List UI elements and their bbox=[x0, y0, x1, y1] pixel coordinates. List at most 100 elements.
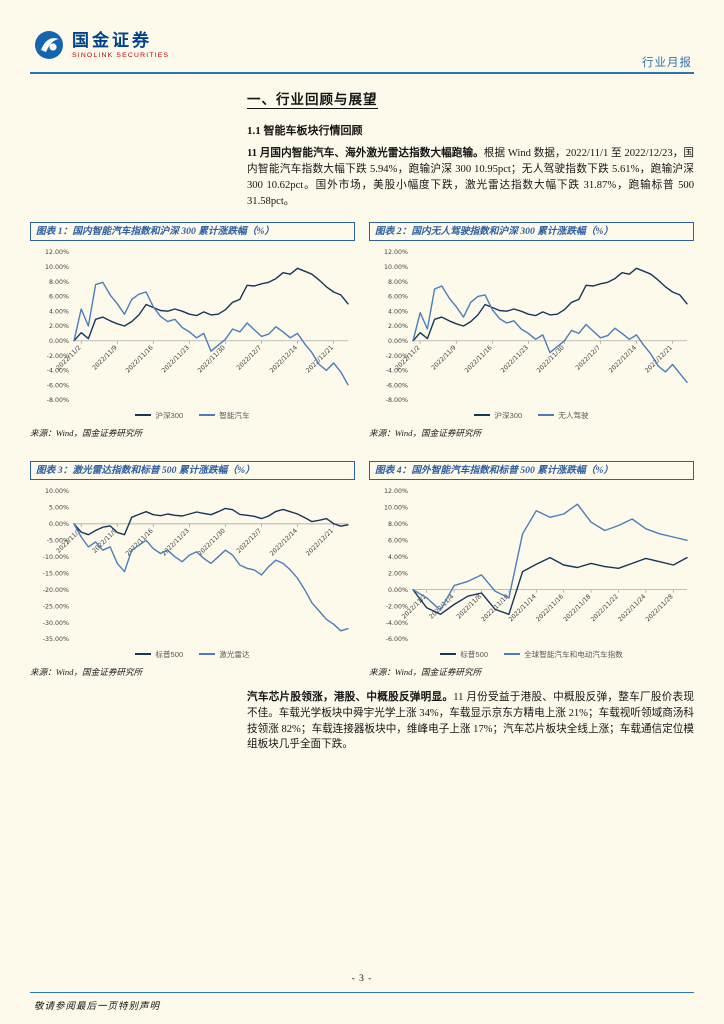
svg-text:4.00%: 4.00% bbox=[388, 554, 408, 561]
legend-swatch bbox=[135, 653, 152, 656]
chart-1-canvas-wrap: 12.00% 10.00% 8.00% 6.00% 4.00% 2.00% 0.00% -2.… bbox=[30, 244, 355, 412]
svg-text:-10.00%: -10.00% bbox=[43, 554, 69, 561]
svg-text:2022/12/14: 2022/12/14 bbox=[269, 527, 299, 557]
svg-text:2.00%: 2.00% bbox=[388, 323, 408, 330]
svg-text:2022/12/14: 2022/12/14 bbox=[269, 344, 299, 374]
svg-text:2.00%: 2.00% bbox=[388, 570, 408, 577]
svg-text:-35.00%: -35.00% bbox=[43, 636, 69, 643]
legend-label: 沪深300 bbox=[494, 410, 523, 420]
legend-label: 沪深300 bbox=[155, 410, 184, 420]
chart-canvas-3: 10.00% 5.00% 0.00% -5.00% -10.00% -15.00% -20.… bbox=[43, 488, 349, 643]
chart-1-legend: 沪深300 智能汽车 bbox=[30, 410, 355, 421]
chart-block-3: 图表 3：激光雷达指数和标普 500 累计涨跌幅（%） 10.00% 5.00% 0… bbox=[30, 460, 355, 678]
chart-3-title: 图表 3：激光雷达指数和标普 500 累计涨跌幅（%） bbox=[30, 460, 355, 480]
legend-label: 无人驾驶 bbox=[558, 410, 589, 420]
chart-block-1: 图表 1：国内智能汽车指数和沪深 300 累计涨跌幅（%） 12.00% 10.0… bbox=[30, 221, 355, 439]
header-divider bbox=[30, 72, 694, 74]
svg-text:2022/12/21: 2022/12/21 bbox=[644, 344, 674, 374]
svg-text:2022/11/30: 2022/11/30 bbox=[197, 344, 227, 374]
svg-text:2022/11/23: 2022/11/23 bbox=[161, 527, 191, 557]
section-title-text: 一、行业回顾与展望 bbox=[247, 92, 378, 109]
legend-item: 标普500 bbox=[440, 649, 488, 660]
svg-text:-8.00%: -8.00% bbox=[386, 397, 408, 404]
svg-text:6.00%: 6.00% bbox=[388, 293, 408, 300]
header: 国金证券 SINOLINK SECURITIES 行业月报 bbox=[34, 30, 694, 74]
chart-3-canvas-wrap: 10.00% 5.00% 0.00% -5.00% -10.00% -15.00% -20.… bbox=[30, 483, 355, 651]
logo-text: 国金证券 SINOLINK SECURITIES bbox=[72, 32, 169, 59]
svg-text:2022/12/7: 2022/12/7 bbox=[236, 344, 263, 371]
chart-canvas-2: 12.00% 10.00% 8.00% 6.00% 4.00% 2.00% 0.00% -2.… bbox=[384, 249, 688, 404]
chart-1-title: 图表 1：国内智能汽车指数和沪深 300 累计涨跌幅（%） bbox=[30, 221, 355, 241]
svg-text:-8.00%: -8.00% bbox=[47, 397, 69, 404]
chart-4-canvas-wrap: 12.00% 10.00% 8.00% 6.00% 4.00% 2.00% 0.00% -2.… bbox=[369, 483, 694, 651]
svg-text:2022/11/18: 2022/11/18 bbox=[562, 593, 592, 623]
svg-text:12.00%: 12.00% bbox=[384, 249, 408, 256]
svg-text:8.00%: 8.00% bbox=[388, 521, 408, 528]
paragraph-1-lead: 11 月国内智能汽车、海外激光雷达指数大幅跑输。 bbox=[247, 148, 484, 159]
svg-text:-5.00%: -5.00% bbox=[47, 537, 69, 544]
svg-text:0.00%: 0.00% bbox=[388, 587, 408, 594]
svg-text:2022/11/9: 2022/11/9 bbox=[91, 344, 118, 371]
svg-text:-4.00%: -4.00% bbox=[386, 620, 408, 627]
svg-text:2022/11/8: 2022/11/8 bbox=[456, 593, 483, 620]
svg-text:-2.00%: -2.00% bbox=[386, 603, 408, 610]
legend-item: 无人驾驶 bbox=[538, 410, 589, 421]
svg-text:6.00%: 6.00% bbox=[388, 537, 408, 544]
legend-swatch bbox=[538, 414, 555, 417]
paragraph-1: 11 月国内智能汽车、海外激光雷达指数大幅跑输。根据 Wind 数据，2022/… bbox=[247, 146, 694, 210]
chart-2-source: 来源：Wind，国金证券研究所 bbox=[369, 427, 482, 438]
svg-text:2022/11/23: 2022/11/23 bbox=[161, 344, 191, 374]
svg-text:2022/11/16: 2022/11/16 bbox=[125, 527, 155, 557]
section-title: 一、行业回顾与展望 bbox=[247, 88, 694, 109]
legend-item: 标普500 bbox=[135, 649, 183, 660]
svg-text:2022/11/22: 2022/11/22 bbox=[590, 593, 620, 623]
svg-text:2.00%: 2.00% bbox=[49, 323, 69, 330]
legend-swatch bbox=[199, 414, 216, 417]
svg-text:-2.00%: -2.00% bbox=[386, 352, 408, 359]
svg-text:-20.00%: -20.00% bbox=[43, 587, 69, 594]
svg-text:2022/11/16: 2022/11/16 bbox=[464, 344, 494, 374]
svg-text:0.00%: 0.00% bbox=[388, 338, 408, 345]
svg-text:2022/11/9: 2022/11/9 bbox=[430, 344, 457, 371]
paragraph-2-body: 11 月份受益于港股、中概股反弹，整车厂股价表现不佳。车载光学板块中舜宇光学上涨… bbox=[247, 691, 694, 751]
logo-cn-label: 国金证券 bbox=[72, 30, 152, 50]
legend-label: 全球智能汽车和电动汽车指数 bbox=[524, 649, 623, 659]
svg-text:-4.00%: -4.00% bbox=[386, 367, 408, 374]
paragraph-1-body: 根据 Wind 数据，2022/11/1 至 2022/12/23，国内智能汽车… bbox=[247, 148, 694, 207]
footer-disclaimer: 敬请参阅最后一页特别声明 bbox=[34, 1002, 161, 1012]
chart-block-2: 图表 2：国内无人驾驶指数和沪深 300 累计涨跌幅（%） 12.00% 10.0… bbox=[369, 221, 694, 439]
legend-item: 沪深300 bbox=[474, 410, 522, 421]
svg-text:2022/12/7: 2022/12/7 bbox=[575, 344, 602, 371]
svg-text:-4.00%: -4.00% bbox=[47, 367, 69, 374]
summary-text-column: 汽车芯片股领涨，港股、中概股反弹明显。11 月份受益于港股、中概股反弹，整车厂股… bbox=[247, 690, 694, 754]
chart-2-legend: 沪深300 无人驾驶 bbox=[369, 410, 694, 421]
paragraph-2-lead: 汽车芯片股领涨，港股、中概股反弹明显。 bbox=[247, 691, 454, 703]
svg-text:2022/11/24: 2022/11/24 bbox=[617, 593, 647, 623]
svg-text:2022/11/28: 2022/11/28 bbox=[645, 593, 675, 623]
chart-4-source: 来源：Wind，国金证券研究所 bbox=[369, 666, 482, 677]
paragraph-2: 汽车芯片股领涨，港股、中概股反弹明显。11 月份受益于港股、中概股反弹，整车厂股… bbox=[247, 690, 694, 754]
svg-text:-15.00%: -15.00% bbox=[43, 570, 69, 577]
legend-item: 激光雷达 bbox=[199, 649, 250, 660]
section-subtitle: 1.1 智能车板块行情回顾 bbox=[247, 125, 363, 137]
chart-4-title: 图表 4：国外智能汽车指数和标普 500 累计涨跌幅（%） bbox=[369, 460, 694, 480]
svg-text:-6.00%: -6.00% bbox=[386, 382, 408, 389]
chart-2-title: 图表 2：国内无人驾驶指数和沪深 300 累计涨跌幅（%） bbox=[369, 221, 694, 241]
legend-item: 全球智能汽车和电动汽车指数 bbox=[504, 649, 623, 660]
svg-text:10.00%: 10.00% bbox=[45, 488, 69, 495]
logo: 国金证券 SINOLINK SECURITIES bbox=[34, 30, 694, 60]
svg-text:-2.00%: -2.00% bbox=[47, 352, 69, 359]
page-number: - 3 - bbox=[351, 974, 373, 984]
chart-3-legend: 标普500 激光雷达 bbox=[30, 649, 355, 660]
svg-text:2022/11/16: 2022/11/16 bbox=[535, 593, 565, 623]
svg-text:-6.00%: -6.00% bbox=[47, 382, 69, 389]
chart-1-source: 来源：Wind，国金证券研究所 bbox=[30, 427, 143, 438]
logo-en-label: SINOLINK SECURITIES bbox=[72, 51, 170, 59]
svg-text:2022/11/16: 2022/11/16 bbox=[125, 344, 155, 374]
svg-text:2022/11/23: 2022/11/23 bbox=[500, 344, 530, 374]
legend-label: 标普500 bbox=[460, 649, 489, 659]
svg-text:2022/11/9: 2022/11/9 bbox=[91, 527, 118, 554]
svg-text:-30.00%: -30.00% bbox=[43, 620, 69, 627]
svg-text:0.00%: 0.00% bbox=[49, 338, 69, 345]
